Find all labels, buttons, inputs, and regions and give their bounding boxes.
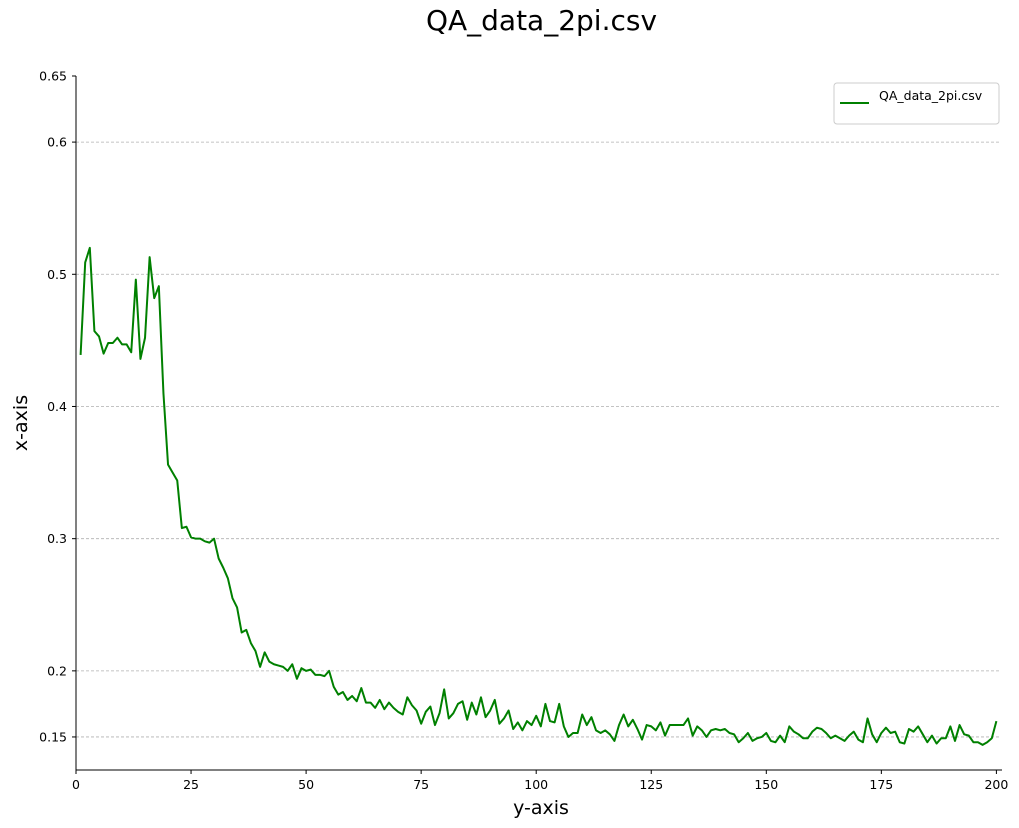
x-tick-label: 125 bbox=[639, 777, 663, 792]
x-tick-label: 25 bbox=[183, 777, 199, 792]
x-tick-label: 75 bbox=[413, 777, 429, 792]
x-tick-label: 100 bbox=[524, 777, 548, 792]
series-layer bbox=[79, 246, 998, 746]
x-tick-label: 150 bbox=[754, 777, 778, 792]
series-line-0 bbox=[79, 246, 998, 746]
y-tick-label: 0.6 bbox=[47, 135, 67, 150]
x-tick-label: 50 bbox=[298, 777, 314, 792]
chart-title: QA_data_2pi.csv bbox=[425, 4, 658, 37]
legend-box bbox=[833, 82, 1000, 125]
y-ticks: 0.15 0.2 0.3 0.4 0.5 0.6 0.65 bbox=[39, 69, 76, 744]
axes bbox=[75, 76, 1002, 771]
y-tick-label: 0.15 bbox=[39, 729, 67, 744]
x-axis-label: y-axis bbox=[513, 797, 569, 819]
legend-label: QA_data_2pi.csv bbox=[879, 88, 983, 103]
y-tick-label: 0.4 bbox=[47, 399, 67, 414]
grid-lines bbox=[76, 141, 1001, 738]
x-tick-label: 175 bbox=[869, 777, 893, 792]
legend: QA_data_2pi.csv bbox=[833, 82, 1000, 125]
y-tick-label: 0.65 bbox=[39, 69, 67, 84]
x-tick-label: 0 bbox=[72, 777, 80, 792]
y-axis-label: x-axis bbox=[10, 395, 32, 451]
y-tick-label: 0.3 bbox=[47, 531, 67, 546]
y-tick-label: 0.2 bbox=[47, 663, 67, 678]
x-tick-label: 200 bbox=[984, 777, 1008, 792]
y-tick-label: 0.5 bbox=[47, 267, 67, 282]
x-ticks: 0 25 50 75 100 125 150 175 200 bbox=[72, 770, 1008, 792]
